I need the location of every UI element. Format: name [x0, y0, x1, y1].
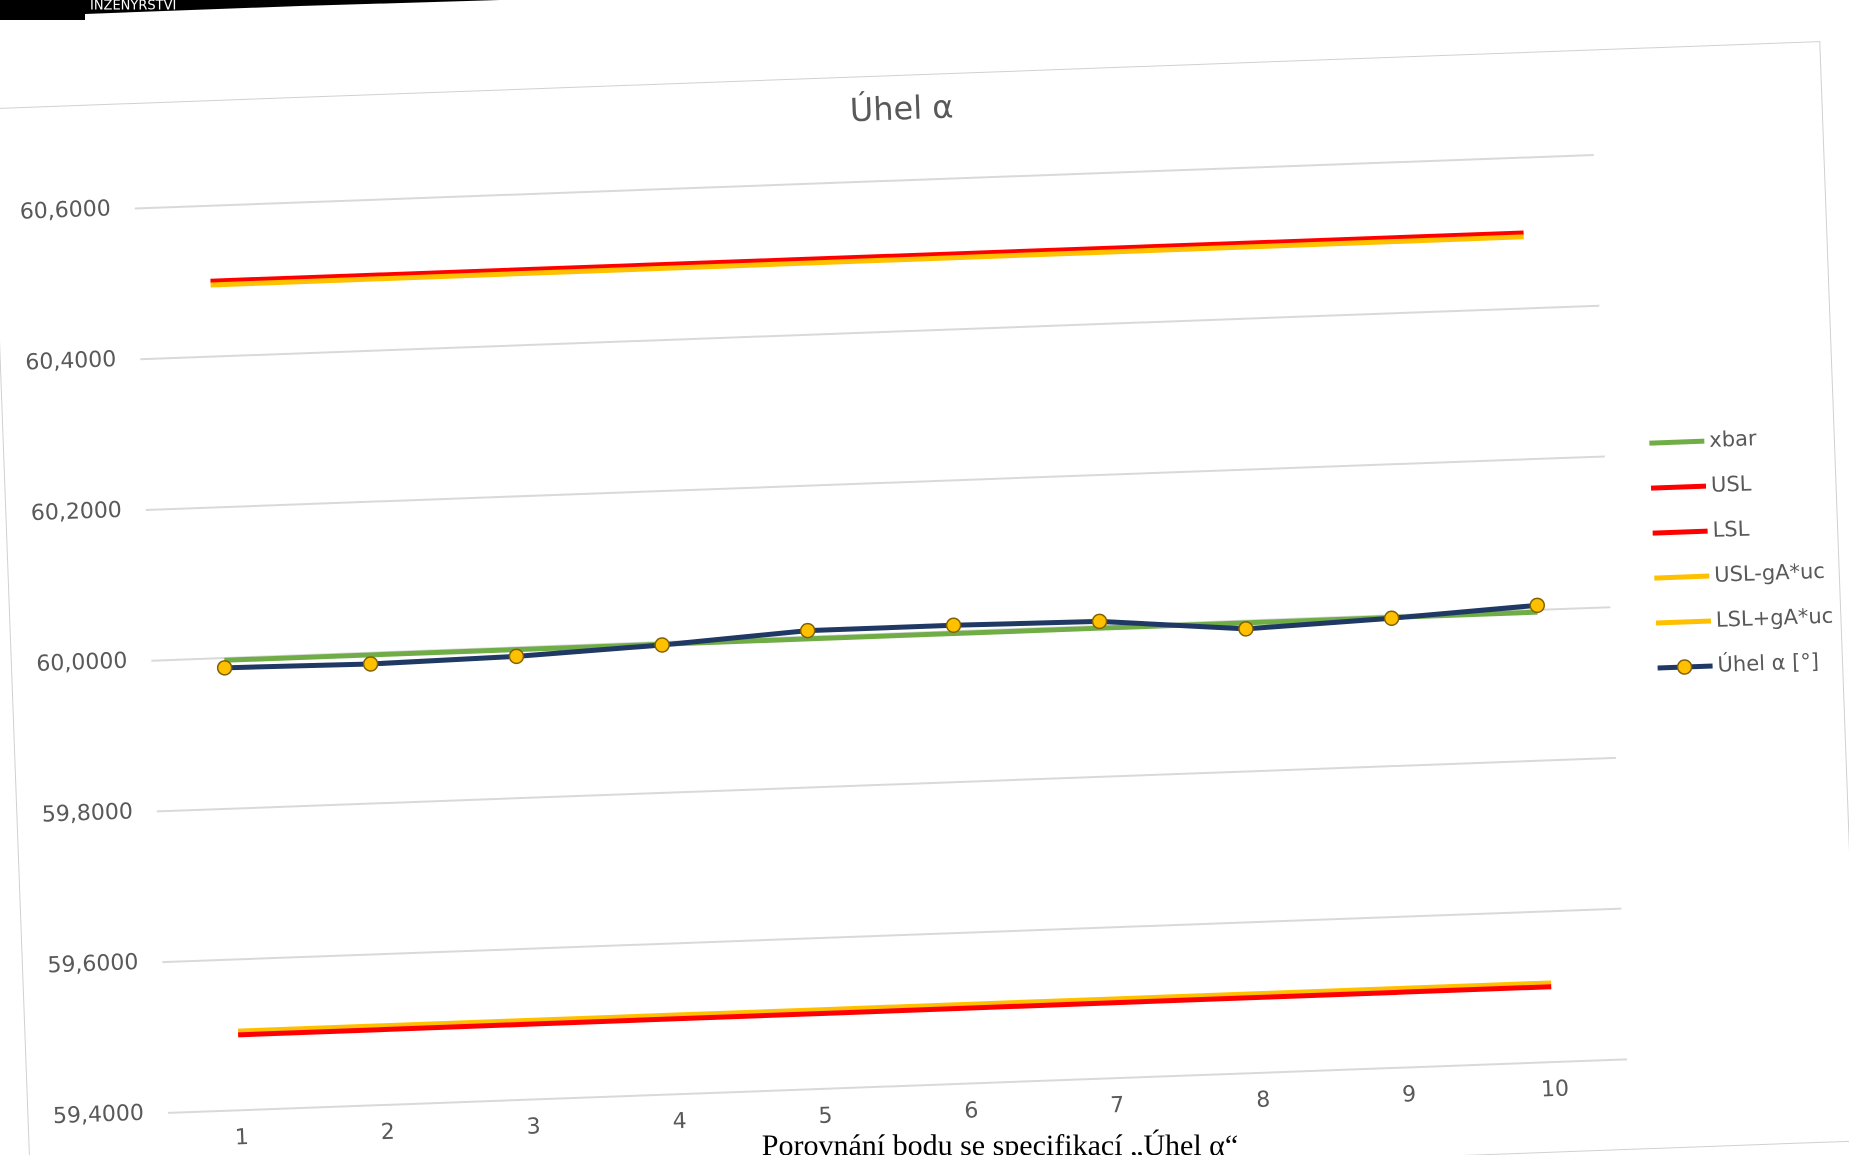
x-tick-label: 3 [526, 1114, 541, 1139]
x-tick-label: 1 [234, 1125, 249, 1150]
point-marker [1091, 613, 1108, 630]
grid-line [167, 1058, 1627, 1114]
series-line [237, 980, 1552, 1034]
legend-label: LSL [1712, 517, 1750, 542]
point-marker [216, 660, 233, 676]
point-marker [945, 617, 962, 633]
x-tick-label: 8 [1256, 1088, 1271, 1113]
chart-title: Úhel α [849, 86, 954, 129]
x-tick-label: 4 [672, 1109, 687, 1134]
point-marker [1383, 610, 1400, 626]
y-tick-label: 60,2000 [30, 498, 122, 526]
x-tick-label: 5 [818, 1104, 833, 1129]
chart-card: Úhel α 59,4000 59,6000 59,8000 60,0000 60,20… [0, 41, 1849, 1160]
x-tick-label: 10 [1541, 1077, 1570, 1103]
grid-line [156, 756, 1616, 813]
point-marker [1238, 621, 1254, 637]
grid-line [140, 304, 1600, 361]
logo-block [0, 0, 85, 20]
legend-label: Úhel α [°] [1717, 648, 1819, 677]
series-line [210, 230, 1524, 284]
y-tick-label: 59,6000 [47, 950, 139, 978]
series-line [210, 234, 1524, 288]
grid-line [162, 907, 1622, 964]
logo-text: INŽENÝRSTVÍ [90, 0, 176, 14]
chart-frame [0, 41, 1849, 1160]
legend-label: xbar [1709, 426, 1757, 452]
point-marker [654, 637, 670, 653]
x-tick-label: 7 [1110, 1093, 1125, 1118]
y-tick-label: 59,4000 [53, 1101, 145, 1129]
x-tick-label: 2 [380, 1120, 395, 1145]
series-line [238, 984, 1552, 1038]
legend-swatch [1654, 573, 1710, 581]
y-tick-label: 60,0000 [36, 649, 128, 677]
legend-label: USL-gA*uc [1714, 559, 1825, 587]
legend-label: USL [1711, 471, 1753, 496]
series-line [224, 609, 1538, 663]
x-tick-label: 6 [964, 1098, 979, 1123]
point-marker [508, 648, 525, 665]
legend-swatch [1652, 528, 1708, 536]
point-marker [362, 656, 379, 672]
y-tick-label: 59,8000 [41, 799, 133, 827]
series-line [224, 602, 1538, 671]
legend-swatch [1650, 483, 1707, 491]
caption: Porovnání bodu se specifikací „Úhel α“ [762, 1129, 1238, 1155]
legend-swatch [1655, 618, 1712, 626]
grid-line [134, 154, 1594, 210]
y-tick-label: 60,6000 [19, 196, 111, 224]
y-tick-label: 60,4000 [25, 347, 117, 375]
logo-bar [85, 0, 500, 14]
legend-swatch [1649, 438, 1705, 446]
legend-label: LSL+gA*uc [1715, 604, 1833, 632]
point-marker [799, 622, 816, 639]
grid-line [145, 455, 1605, 511]
x-tick-label: 9 [1402, 1082, 1417, 1107]
legend-marker [1676, 659, 1693, 675]
point-marker [1529, 597, 1545, 614]
